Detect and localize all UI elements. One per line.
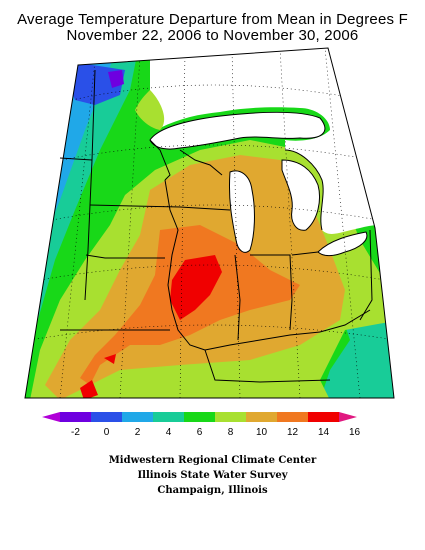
legend-swatch [246, 412, 278, 422]
legend-swatch [122, 412, 154, 422]
legend-swatch [277, 412, 309, 422]
legend-swatch [60, 412, 92, 422]
border-wisconsin-illinois [179, 206, 231, 211]
legend-tick-label: 12 [286, 427, 299, 438]
contour-fill-layer [25, 48, 394, 398]
credit-line-2: Illinois State Water Survey [137, 470, 288, 481]
legend-tick-label: 14 [317, 427, 330, 438]
border-iowa-missouri [85, 254, 165, 259]
lake-michigan [229, 170, 255, 253]
legend-swatch-above-range [339, 412, 357, 422]
lat-lon-grid [29, 48, 394, 398]
border-kentucky-tennessee [204, 349, 331, 383]
border-michigan-ohio [291, 251, 319, 256]
lake-huron [282, 160, 320, 231]
legend-tick-label: -2 [71, 427, 80, 438]
legend-swatch-below-range [42, 412, 60, 422]
legend-tick-label: 6 [196, 427, 203, 438]
legend-swatch [184, 412, 216, 422]
border-ohio-river [204, 331, 321, 351]
band-14-16-spot [104, 354, 116, 364]
band-below-0 [108, 70, 124, 88]
legend-tick-label: 8 [227, 427, 234, 438]
band-8-10-north [135, 90, 165, 130]
border-minnesota-iowa [89, 204, 181, 208]
legend-tick-label: 2 [134, 427, 141, 438]
band-14-16-southwest [80, 380, 98, 398]
map-title-line-1: Average Temperature Departure from Mean … [17, 11, 408, 28]
map-frame [24, 47, 395, 399]
border-wisconsin-michigan [179, 149, 223, 176]
legend-swatch [91, 412, 123, 422]
border-mississippi-river [164, 179, 206, 351]
lake-superior [150, 112, 325, 150]
legend-swatch [308, 412, 340, 422]
legend-tick-label: 10 [255, 427, 268, 438]
legend-tick-label: 0 [103, 427, 110, 438]
credit-line-3: Champaign, Illinois [157, 485, 268, 496]
border-pennsylvania [359, 229, 373, 321]
color-legend [42, 412, 357, 422]
map-title-line-2: November 22, 2006 to November 30, 2006 [66, 27, 359, 44]
border-north-south-dakota [59, 157, 93, 161]
coastlines [149, 111, 368, 257]
border-illinois-indiana [234, 254, 241, 341]
border-indiana-ohio [250, 254, 293, 331]
credit-line-1: Midwestern Regional Climate Center [108, 455, 317, 466]
legend-swatch [153, 412, 185, 422]
band-14-16 [170, 255, 222, 320]
border-ohio-wv [319, 309, 371, 333]
lake-erie [318, 232, 367, 256]
legend-swatch [215, 412, 247, 422]
legend-tick-label: 16 [348, 427, 361, 438]
legend-tick-label: 4 [165, 427, 172, 438]
band-4-6-east [320, 300, 394, 398]
